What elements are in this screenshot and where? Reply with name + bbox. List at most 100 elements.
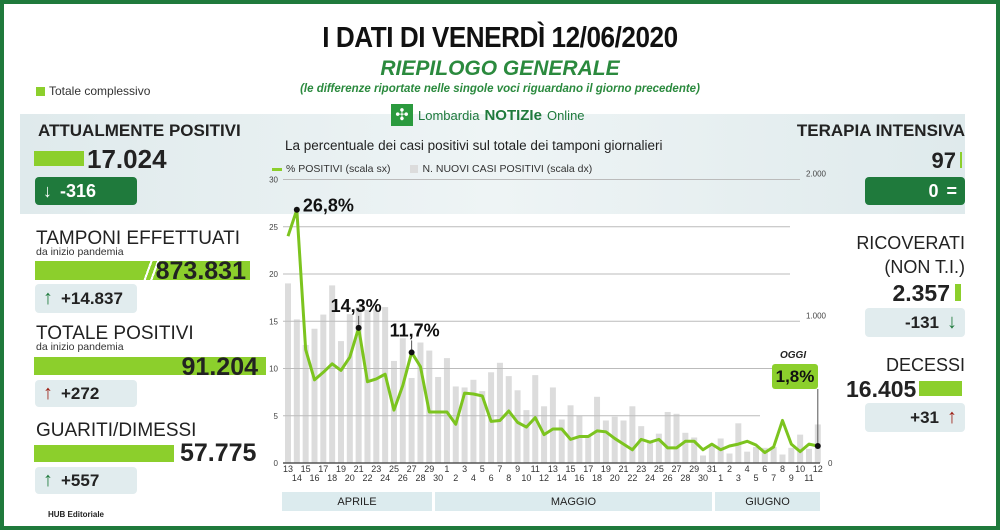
highlight-band <box>20 114 965 214</box>
month-giugno: GIUGNO <box>715 492 820 511</box>
bar-new-cases <box>373 308 380 463</box>
bar-new-cases <box>700 455 707 463</box>
bar-new-cases <box>408 377 415 463</box>
attualmente-delta: ↓ -316 <box>35 177 137 205</box>
x-tick: 16 <box>309 473 319 483</box>
bar-new-cases <box>576 415 583 463</box>
bar-new-cases <box>285 283 291 463</box>
bar-new-cases <box>302 344 309 463</box>
annotation-label: 26,8% <box>303 196 354 216</box>
bar-new-cases <box>417 342 424 463</box>
tamponi-label: TAMPONI EFFETTUATI <box>36 228 241 249</box>
bar-new-cases <box>329 285 336 463</box>
y-tick-left: 25 <box>269 223 278 232</box>
x-tick: 20 <box>610 473 620 483</box>
attualmente-label: ATTUALMENTE POSITIVI <box>38 121 241 140</box>
y-tick-right: 1.000 <box>806 311 827 320</box>
bar-new-cases <box>382 307 389 463</box>
totale-bar <box>34 357 266 375</box>
bar-new-cases <box>320 314 327 463</box>
x-tick: 5 <box>480 464 485 474</box>
tamponi-delta-value: +14.837 <box>61 288 123 308</box>
bar-new-cases <box>726 453 733 463</box>
y-tick-left: 0 <box>274 459 279 468</box>
arrow-up-icon: ↑ <box>947 406 957 428</box>
bar-new-cases <box>505 376 512 463</box>
bar-new-cases <box>390 360 397 463</box>
x-tick: 18 <box>592 473 602 483</box>
legend-total: Totale complessivo <box>36 84 150 98</box>
bar-new-cases <box>549 387 556 463</box>
attualmente-bar <box>34 151 84 166</box>
x-tick: 6 <box>489 473 494 483</box>
terapia-value: 97 <box>931 148 956 173</box>
terapia-label: TERAPIA INTENSIVA <box>796 121 965 140</box>
x-tick: 10 <box>521 473 531 483</box>
x-tick: 28 <box>680 473 690 483</box>
x-tick: 7 <box>771 473 776 483</box>
x-tick: 23 <box>371 464 381 474</box>
x-tick: 17 <box>583 464 593 474</box>
x-tick: 20 <box>345 473 355 483</box>
bar-new-cases <box>682 432 689 463</box>
decessi-delta: +31 ↑ <box>865 403 965 432</box>
bar-new-cases <box>479 391 486 463</box>
x-tick: 30 <box>433 473 443 483</box>
bar-new-cases <box>805 448 812 463</box>
x-tick: 26 <box>663 473 673 483</box>
bar-new-cases <box>496 362 503 463</box>
legend-line-label: % POSITIVI (scala sx) <box>286 163 391 175</box>
x-tick: 29 <box>424 464 434 474</box>
x-tick: 22 <box>362 473 372 483</box>
annotation-label: 14,3% <box>331 296 382 316</box>
bar-new-cases <box>691 437 698 463</box>
bar-new-cases <box>346 314 353 463</box>
x-tick: 5 <box>753 473 758 483</box>
today-point <box>814 442 821 449</box>
x-tick: 25 <box>654 464 664 474</box>
ricoverati-label-2: (NON T.I.) <box>884 257 965 277</box>
tamponi-delta: ↑ +14.837 <box>35 284 137 313</box>
legend-bar: N. NUOVI CASI POSITIVI (scala dx) <box>410 163 592 175</box>
logo: ✣ Lombardia NOTIZIe Online <box>391 104 585 126</box>
decessi-value: 16.405 <box>846 376 917 402</box>
legend-line-swatch <box>272 167 282 171</box>
y-tick-left: 10 <box>269 365 278 374</box>
x-tick: 13 <box>548 464 558 474</box>
x-tick: 31 <box>707 464 717 474</box>
x-tick: 8 <box>506 473 511 483</box>
annotation-point <box>408 349 415 356</box>
bar-new-cases <box>514 390 521 463</box>
x-tick: 9 <box>515 464 520 474</box>
x-tick: 1 <box>718 473 723 483</box>
chart-title: La percentuale dei casi positivi sul tot… <box>285 138 663 153</box>
x-tick: 26 <box>398 473 408 483</box>
annotation-point <box>355 324 362 331</box>
chart-legend: % POSITIVI (scala sx) N. NUOVI CASI POSI… <box>272 163 592 175</box>
x-tick: 25 <box>389 464 399 474</box>
annotation-label: 11,7% <box>390 320 440 340</box>
annotation-point <box>293 206 300 213</box>
bar-new-cases <box>364 309 371 463</box>
guariti-delta: ↑ +557 <box>35 467 137 494</box>
bar-new-cases <box>770 446 777 463</box>
bar-new-cases <box>744 451 751 463</box>
logo-suffix: Online <box>546 107 585 123</box>
x-tick: 14 <box>292 473 302 483</box>
bar-new-cases <box>779 454 786 463</box>
x-tick: 15 <box>566 464 576 474</box>
x-tick: 27 <box>672 464 682 474</box>
page-note: (le differenze riportate nelle singole v… <box>300 83 700 95</box>
totale-sub: da inizio pandemia <box>36 341 124 353</box>
equal-icon: = <box>946 180 957 201</box>
x-tick: 9 <box>789 473 794 483</box>
totale-delta-value: +272 <box>61 383 100 403</box>
guariti-value: 57.775 <box>180 439 257 467</box>
x-tick: 4 <box>471 473 476 483</box>
month-aprile: APRILE <box>282 492 432 511</box>
terapia-delta-value: 0 <box>928 180 939 201</box>
page-subtitle: RIEPILOGO GENERALE <box>380 57 620 80</box>
y-tick-left: 5 <box>274 412 279 421</box>
ricoverati-label: RICOVERATI <box>856 233 965 253</box>
